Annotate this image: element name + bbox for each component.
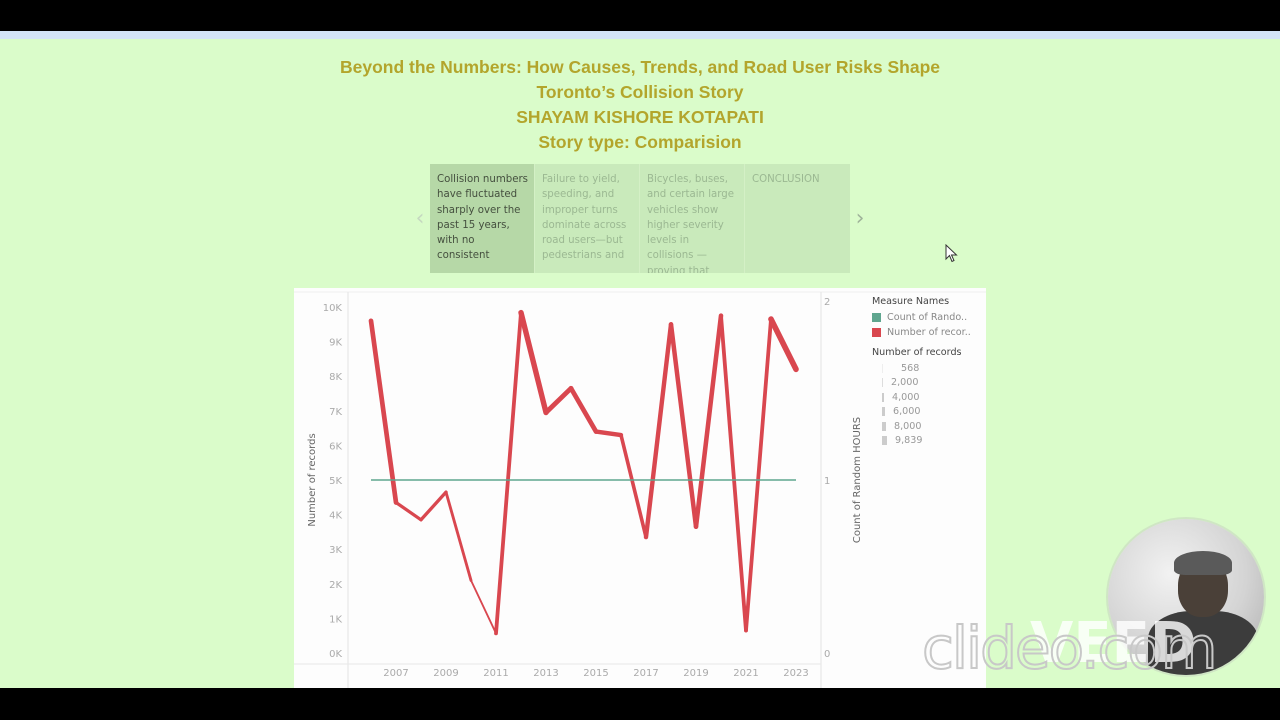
svg-text:2007: 2007: [383, 668, 408, 679]
title-line-1: Beyond the Numbers: How Causes, Trends, …: [339, 57, 941, 77]
svg-text:0K: 0K: [329, 649, 342, 660]
legend-swatch-teal: [872, 313, 881, 322]
svg-text:2009: 2009: [433, 668, 458, 679]
story-point-conclusion[interactable]: CONCLUSION: [752, 174, 820, 185]
legend-size-item: 4,000: [872, 390, 982, 405]
story-navigator: ‹ Collision numbers have fluctuated shar…: [410, 164, 880, 274]
svg-text:10K: 10K: [323, 303, 343, 314]
legend-size-item: 568: [872, 361, 982, 376]
title-line-2: Toronto’s Collision Story: [536, 82, 744, 102]
tableau-story-canvas: Beyond the Numbers: How Causes, Trends, …: [0, 39, 1280, 688]
svg-text:7K: 7K: [329, 407, 342, 418]
story-type: Story type: Comparision: [538, 132, 742, 152]
svg-text:2: 2: [824, 297, 830, 308]
svg-text:3K: 3K: [329, 545, 342, 556]
svg-text:2011: 2011: [483, 668, 508, 679]
story-point-1[interactable]: Collision numbers have fluctuated sharpl…: [430, 164, 535, 273]
legend-size-header: Number of records: [872, 347, 962, 358]
author-name: SHAYAM KISHORE KOTAPATI: [516, 107, 764, 127]
previous-story-point-button[interactable]: ‹: [410, 204, 430, 234]
story-title: Beyond the Numbers: How Causes, Trends, …: [0, 55, 1280, 155]
svg-text:1K: 1K: [329, 614, 342, 625]
story-point-2[interactable]: Failure to yield, speeding, and improper…: [535, 164, 640, 273]
clideo-watermark: clideo.com: [921, 613, 1218, 683]
svg-text:4K: 4K: [329, 511, 342, 522]
svg-text:8K: 8K: [329, 372, 342, 383]
next-story-point-button[interactable]: ›: [850, 204, 870, 234]
chevron-left-icon: ‹: [415, 206, 425, 231]
svg-text:2K: 2K: [329, 580, 342, 591]
svg-text:6K: 6K: [329, 441, 342, 452]
legend-size-item: 8,000: [872, 419, 982, 434]
svg-text:Count of Random HOURS: Count of Random HOURS: [852, 417, 863, 543]
legend-measure-header: Measure Names: [872, 296, 950, 307]
video-letterbox-bottom: [0, 688, 1280, 720]
browser-strip: [0, 31, 1280, 39]
mouse-cursor-icon: [945, 244, 958, 263]
story-points: Collision numbers have fluctuated sharpl…: [430, 164, 850, 273]
video-letterbox-top: [0, 0, 1280, 31]
legend-size-item: 9,839: [872, 434, 982, 449]
legend-size-item: 2,000: [872, 376, 982, 391]
svg-text:2023: 2023: [783, 668, 808, 679]
legend-size-item: 6,000: [872, 405, 982, 420]
svg-text:1: 1: [824, 476, 830, 487]
chevron-right-icon: ›: [855, 206, 865, 231]
chart-canvas[interactable]: 10K 9K 8K 7K 6K 5K 4K 3K 2K 1K 0K 2 1 0 2007 2009 2011 20…: [294, 288, 986, 688]
svg-text:9K: 9K: [329, 338, 342, 349]
legend-item-records[interactable]: Number of recor..: [872, 325, 982, 340]
svg-text:Number of records: Number of records: [307, 433, 318, 526]
svg-text:2015: 2015: [583, 668, 608, 679]
veed-watermark: VEED: [1030, 611, 1197, 676]
legend-swatch-red: [872, 328, 881, 337]
svg-text:2021: 2021: [733, 668, 758, 679]
chart-legend: Measure Names Count of Rando.. Number of…: [872, 296, 982, 448]
svg-text:2019: 2019: [683, 668, 708, 679]
svg-text:5K: 5K: [329, 476, 342, 487]
svg-text:2017: 2017: [633, 668, 658, 679]
dual-axis-line-chart[interactable]: 10K 9K 8K 7K 6K 5K 4K 3K 2K 1K 0K 2 1 0 2007 2009 2011 20…: [294, 288, 986, 688]
svg-text:0: 0: [824, 649, 830, 660]
webcam-overlay: [1108, 519, 1264, 675]
svg-text:2013: 2013: [533, 668, 558, 679]
legend-item-count[interactable]: Count of Rando..: [872, 310, 982, 325]
story-point-3[interactable]: Bicycles, buses, and certain large vehic…: [640, 164, 745, 273]
